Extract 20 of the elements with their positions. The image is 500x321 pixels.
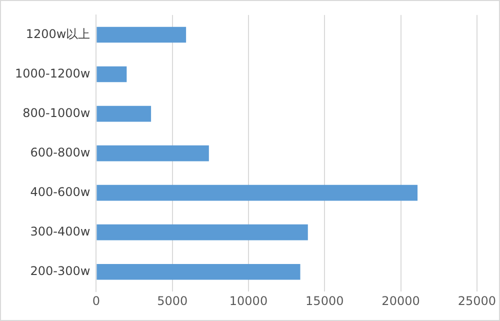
y-tick-label: 800-1000w (22, 106, 90, 120)
y-tick-label: 200-300w (30, 264, 90, 278)
y-tick-label: 1000-1200w (14, 66, 90, 80)
x-tick-label: 25000 (458, 294, 496, 308)
x-tick-label: 5000 (157, 294, 188, 308)
bar (96, 26, 186, 43)
x-tick-label: 0 (92, 294, 100, 308)
bar (96, 106, 152, 122)
y-tick-label: 1200w以上 (26, 26, 90, 41)
bar (96, 184, 418, 201)
x-tick-label: 10000 (229, 294, 268, 308)
x-tick-label: 15000 (306, 294, 344, 308)
y-tick-label: 300-400w (30, 224, 90, 238)
y-tick-label: 600-800w (30, 145, 90, 160)
bar (96, 145, 209, 162)
x-tick-label: 20000 (382, 294, 420, 308)
bar (96, 224, 308, 240)
bar (96, 66, 127, 82)
y-tick-label: 400-600w (30, 184, 90, 199)
bar (96, 264, 300, 280)
